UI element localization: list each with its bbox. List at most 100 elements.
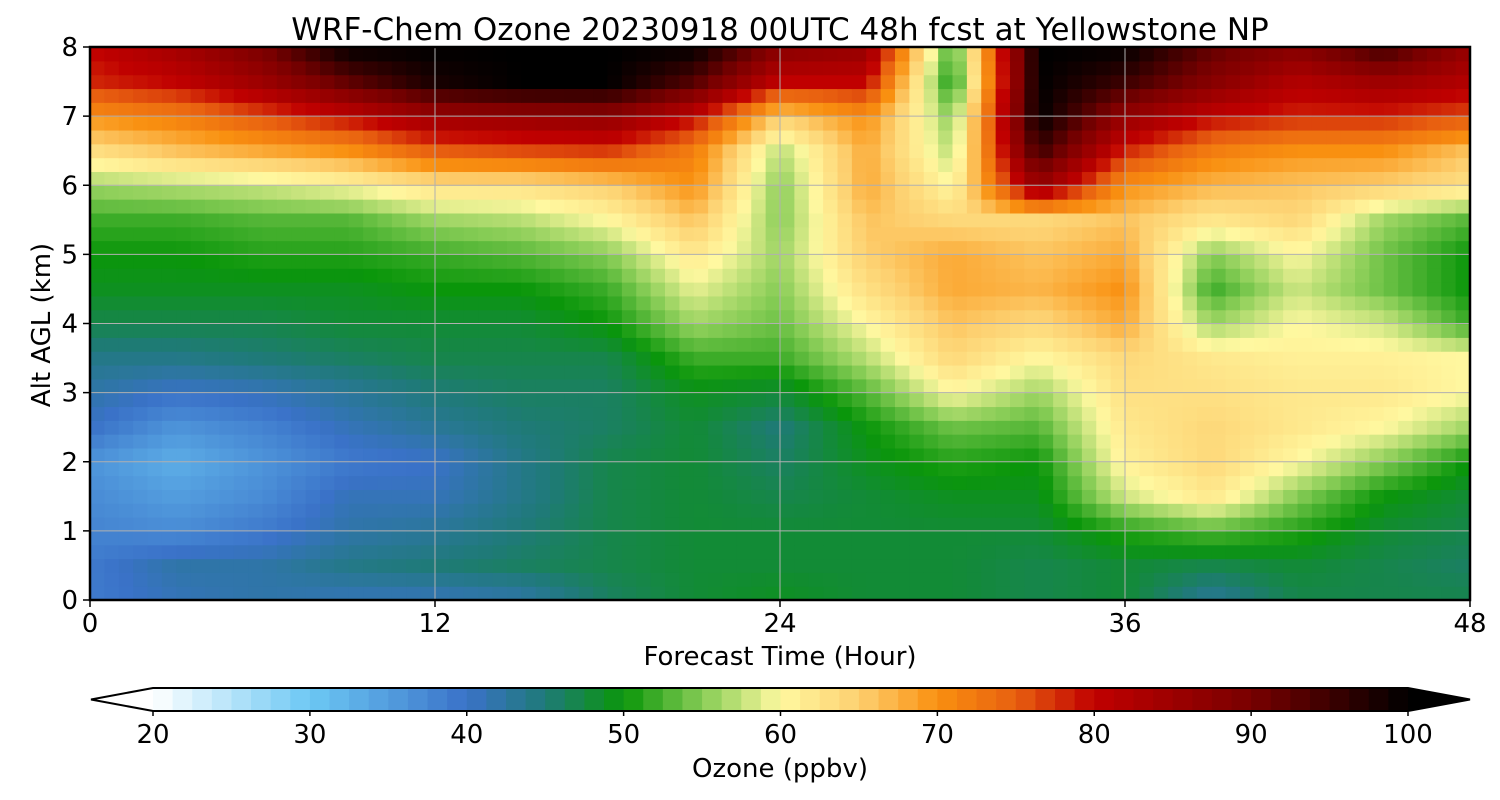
heatmap-cell (1110, 558, 1126, 573)
heatmap-cell (1426, 392, 1442, 408)
heatmap-cell (406, 558, 422, 573)
heatmap-cell (665, 268, 680, 283)
heatmap-cell (923, 47, 939, 62)
heatmap-cell (966, 60, 982, 76)
heatmap-cell (492, 586, 508, 601)
heatmap-cell (205, 240, 220, 255)
heatmap-cell (995, 226, 1011, 242)
heatmap-cell (823, 364, 839, 380)
heatmap-cell (1196, 212, 1212, 228)
heatmap-cell (1168, 185, 1184, 200)
heatmap-cell (90, 102, 105, 117)
heatmap-cell (1110, 544, 1126, 560)
heatmap-cell (909, 323, 925, 338)
heatmap-cell (420, 171, 436, 186)
heatmap-cell (348, 282, 364, 297)
heatmap-cell (1311, 337, 1327, 352)
heatmap-cell (1326, 282, 1342, 297)
heatmap-cell (521, 461, 537, 477)
heatmap-cell (133, 351, 149, 366)
heatmap-cell (851, 530, 867, 546)
heatmap-cell (1369, 503, 1385, 518)
heatmap-cell (1340, 74, 1356, 90)
heatmap-cell (981, 143, 997, 159)
heatmap-cell (981, 226, 997, 242)
heatmap-cell (118, 143, 134, 159)
heatmap-cell (1038, 586, 1054, 601)
heatmap-cell (851, 351, 867, 366)
heatmap-cell (1053, 406, 1069, 421)
heatmap-cell (334, 129, 350, 145)
heatmap-cell (1182, 323, 1198, 338)
heatmap-cell (435, 530, 450, 546)
heatmap-cell (521, 572, 537, 587)
heatmap-cell (1067, 586, 1083, 601)
heatmap-cell (722, 116, 738, 131)
heatmap-cell (276, 337, 292, 352)
heatmap-cell (1010, 212, 1025, 228)
heatmap-cell (679, 461, 695, 477)
heatmap-cell (348, 503, 364, 518)
heatmap-cell (104, 282, 120, 297)
heatmap-cell (1326, 461, 1342, 477)
heatmap-cell (794, 530, 810, 546)
heatmap-cell (147, 116, 163, 131)
heatmap-cell (1182, 295, 1198, 311)
heatmap-cell (1326, 406, 1342, 421)
heatmap-cell (1240, 129, 1255, 145)
heatmap-cell (363, 295, 379, 311)
heatmap-cell (650, 530, 666, 546)
heatmap-cell (1326, 74, 1342, 90)
heatmap-cell (679, 309, 695, 325)
heatmap-cell (190, 392, 206, 408)
heatmap-cell (363, 143, 379, 159)
heatmap-cell (564, 337, 580, 352)
heatmap-cell (1096, 378, 1112, 394)
heatmap-cell (291, 171, 307, 186)
heatmap-cell (578, 461, 594, 477)
heatmap-cell (564, 240, 580, 255)
heatmap-cell (1196, 185, 1212, 200)
heatmap-cell (1125, 171, 1140, 186)
heatmap-cell (176, 295, 192, 311)
heatmap-cell (981, 447, 997, 463)
heatmap-cell (1168, 489, 1184, 504)
heatmap-cell (334, 212, 350, 228)
heatmap-cell (147, 185, 163, 200)
heatmap-cell (334, 420, 350, 435)
heatmap-cell (1412, 558, 1428, 573)
heatmap-cell (895, 461, 910, 477)
heatmap-cell (765, 268, 781, 283)
heatmap-cell (176, 337, 192, 352)
heatmap-cell (895, 406, 910, 421)
heatmap-cell (348, 378, 364, 394)
heatmap-cell (1010, 129, 1025, 145)
heatmap-cell (794, 295, 810, 311)
heatmap-cell (1196, 295, 1212, 311)
heatmap-cell (1182, 475, 1198, 490)
heatmap-cell (665, 323, 680, 338)
heatmap-cell (377, 475, 393, 490)
heatmap-cell (463, 88, 479, 103)
heatmap-cell (320, 268, 335, 283)
heatmap-cell (506, 254, 522, 269)
heatmap-cell (1024, 143, 1040, 159)
heatmap-cell (909, 102, 925, 117)
heatmap-cell (736, 406, 752, 421)
heatmap-cell (1211, 240, 1227, 255)
heatmap-cell (1053, 88, 1069, 103)
heatmap-cell (1125, 185, 1140, 200)
heatmap-cell (593, 129, 609, 145)
heatmap-cell (262, 282, 278, 297)
heatmap-cell (708, 530, 724, 546)
heatmap-cell (205, 254, 220, 269)
heatmap-cell (262, 102, 278, 117)
heatmap-cell (90, 503, 105, 518)
heatmap-cell (1153, 74, 1169, 90)
heatmap-cell (305, 157, 321, 173)
heatmap-cell (1426, 129, 1442, 145)
heatmap-cell (1096, 268, 1112, 283)
heatmap-cell (995, 447, 1011, 463)
heatmap-cell (1412, 116, 1428, 131)
heatmap-cell (1355, 254, 1370, 269)
